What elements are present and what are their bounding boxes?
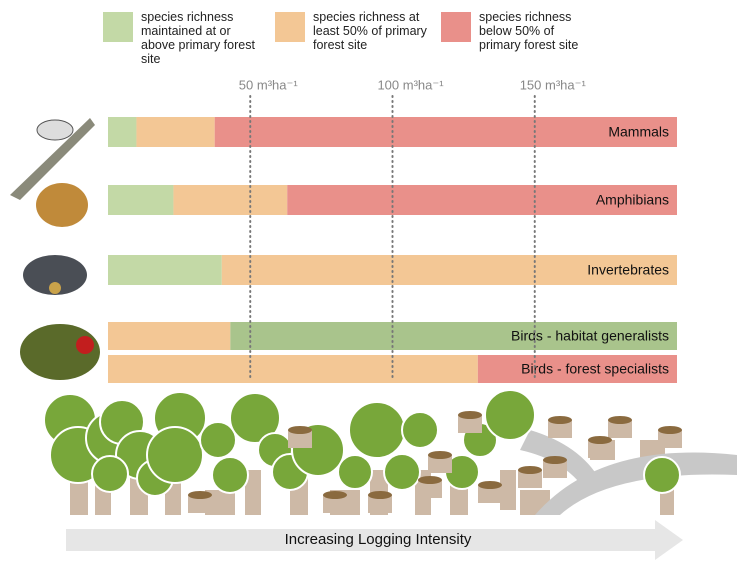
stump — [588, 440, 612, 458]
bar-label: Birds - habitat generalists — [511, 328, 669, 344]
tree-crown — [337, 454, 373, 490]
legend-item: species richness at least 50% of primary… — [275, 10, 433, 52]
forest-illustration — [43, 389, 737, 515]
stump-top — [543, 456, 567, 464]
bar-segment — [108, 255, 222, 285]
tree-crown — [383, 453, 421, 491]
legend-label: species richness below 50% of primary fo… — [479, 10, 579, 52]
stump — [288, 430, 312, 448]
stump — [368, 495, 392, 513]
x-tick-label: 150 m³ha⁻¹ — [520, 77, 587, 92]
bar-label: Invertebrates — [587, 262, 669, 278]
tree-crown — [91, 455, 129, 493]
bar-segment — [221, 255, 678, 285]
bar-segment — [108, 117, 137, 147]
x-axis-label: Increasing Logging Intensity — [285, 531, 472, 548]
axis-arrow — [66, 520, 683, 560]
stump — [608, 420, 632, 438]
tree-trunk — [70, 480, 88, 515]
tree-crown — [199, 421, 237, 459]
stump-top — [368, 491, 392, 499]
tree-crown — [211, 456, 249, 494]
stump — [543, 460, 567, 478]
bar-segment — [477, 355, 677, 383]
stump — [518, 470, 542, 488]
tree-crown — [146, 426, 204, 484]
bar-label: Amphibians — [596, 192, 669, 208]
tree-crown — [348, 401, 406, 459]
tree-crown — [643, 456, 681, 494]
legend-label: species richness maintained at or above … — [141, 10, 255, 66]
stump — [323, 495, 347, 513]
legend-swatch — [441, 12, 471, 42]
stump-top — [548, 416, 572, 424]
stump-top — [518, 466, 542, 474]
stump-top — [428, 451, 452, 459]
stump-top — [658, 426, 682, 434]
legend-item: species richness below 50% of primary fo… — [441, 10, 599, 52]
stump — [428, 455, 452, 473]
stump-top — [188, 491, 212, 499]
bar-segment — [214, 117, 677, 147]
stump — [188, 495, 212, 513]
bar-segment — [108, 185, 174, 215]
legend-label: species richness at least 50% of primary… — [313, 10, 427, 52]
stump — [658, 430, 682, 448]
stump — [458, 415, 482, 433]
tree-trunk — [245, 470, 261, 515]
bar-segment — [136, 117, 215, 147]
stump-top — [608, 416, 632, 424]
stump — [548, 420, 572, 438]
animals — [10, 118, 100, 380]
bar-segment — [230, 322, 677, 350]
tree-crown — [484, 389, 536, 441]
stump-top — [588, 436, 612, 444]
stump-top — [458, 411, 482, 419]
stump-top — [418, 476, 442, 484]
tree-crown — [229, 392, 281, 444]
stump-top — [478, 481, 502, 489]
stump-top — [288, 426, 312, 434]
bar-segment — [287, 185, 677, 215]
legend-swatch — [275, 12, 305, 42]
legend-swatch — [103, 12, 133, 42]
x-tick-label: 100 m³ha⁻¹ — [377, 77, 444, 92]
stump — [418, 480, 442, 498]
bar-label: Birds - forest specialists — [521, 361, 669, 377]
stump — [478, 485, 502, 503]
tree-crown — [401, 411, 439, 449]
x-tick-label: 50 m³ha⁻¹ — [239, 77, 299, 92]
bar-segment — [108, 355, 478, 383]
legend-item: species richness maintained at or above … — [103, 10, 261, 66]
tree-trunk — [500, 470, 516, 510]
road — [535, 452, 737, 515]
bar-segment — [108, 322, 231, 350]
stump-top — [323, 491, 347, 499]
bar-label: Mammals — [608, 124, 669, 140]
bar-segment — [173, 185, 288, 215]
